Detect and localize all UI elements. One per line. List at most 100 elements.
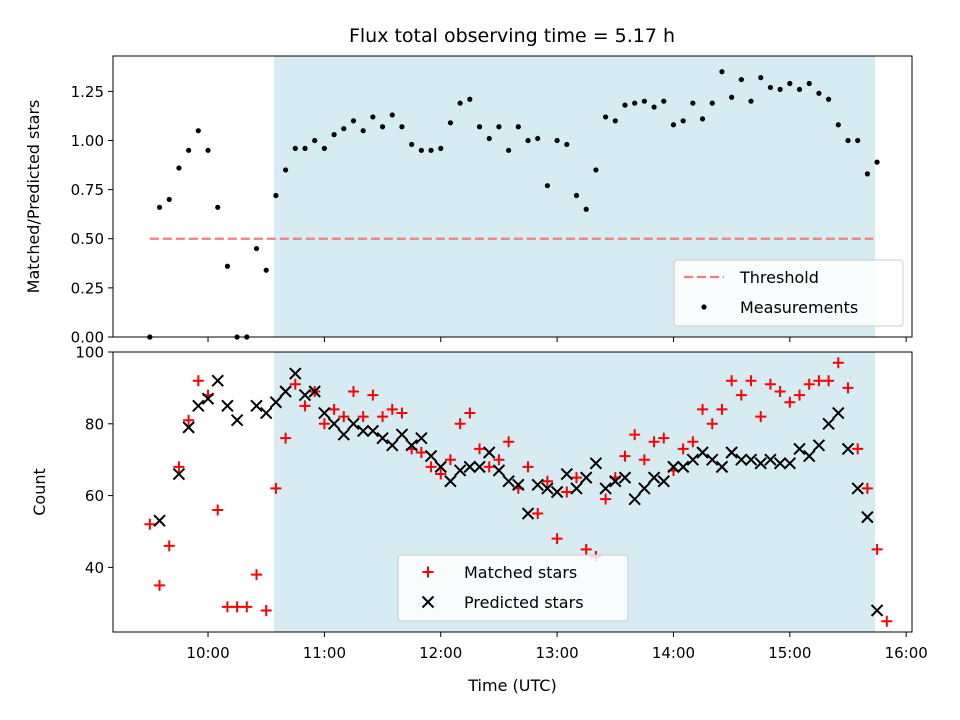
matched-point xyxy=(289,378,301,390)
matched-point xyxy=(774,385,786,397)
top-point xyxy=(350,118,357,124)
legend-entry-label: Threshold xyxy=(739,268,819,287)
x-tick-label: 15:00 xyxy=(768,644,811,662)
matched-point xyxy=(435,468,447,480)
matched-point xyxy=(454,418,466,430)
predicted-point xyxy=(725,446,738,459)
matched-point xyxy=(580,543,592,555)
matched-point xyxy=(794,389,806,401)
predicted-point xyxy=(841,442,855,456)
matched-point xyxy=(726,375,738,387)
top-point xyxy=(864,171,870,177)
top-point xyxy=(156,204,163,210)
matched-point xyxy=(367,389,379,401)
top-point xyxy=(806,80,812,87)
matched-point xyxy=(532,508,544,520)
x-tick-label: 14:00 xyxy=(652,644,695,662)
top-y-axis-label: Matched/Predicted stars xyxy=(24,100,43,294)
top-point xyxy=(535,135,541,142)
predicted-point xyxy=(822,417,835,431)
predicted-point xyxy=(560,467,574,481)
top-point xyxy=(816,90,822,96)
top-axes-frame xyxy=(112,55,913,338)
predicted-point xyxy=(541,482,554,495)
legend-matched-swatch xyxy=(422,566,434,578)
matched-point xyxy=(551,533,563,545)
top-point xyxy=(282,167,289,173)
predicted-point xyxy=(618,471,632,484)
top-panel: 0.00 0.25 0.50 0.75 1.00 1.25 Matched/Predicte… xyxy=(24,55,913,347)
top-point xyxy=(166,196,172,203)
predicted-point xyxy=(870,604,884,617)
predicted-point xyxy=(337,428,350,441)
top-point xyxy=(855,137,861,144)
matched-point xyxy=(192,375,204,387)
predicted-point xyxy=(415,431,428,445)
predicted-point xyxy=(793,442,806,456)
top-point xyxy=(379,124,386,130)
predicted-point xyxy=(347,417,360,431)
top-point xyxy=(457,100,463,106)
top-point xyxy=(661,98,667,104)
matched-point xyxy=(154,579,166,591)
top-point xyxy=(215,204,221,210)
predicted-point xyxy=(386,439,399,452)
predicted-point xyxy=(851,482,864,495)
predicted-point xyxy=(405,439,418,452)
matched-point xyxy=(522,461,534,473)
bottom-y-tick-label: 100 xyxy=(75,344,104,362)
predicted-point xyxy=(589,457,603,470)
matched-point xyxy=(861,482,873,494)
matched-point xyxy=(464,407,476,419)
matched-point xyxy=(377,411,389,423)
matched-point xyxy=(260,604,272,616)
predicted-point xyxy=(550,485,564,499)
top-point xyxy=(341,126,347,132)
matched-point xyxy=(871,543,883,555)
top-point xyxy=(583,206,589,212)
top-legend-box xyxy=(673,259,904,327)
predicted-point xyxy=(259,406,273,420)
predicted-point xyxy=(153,514,166,527)
matched-point xyxy=(280,432,292,444)
top-point xyxy=(389,112,395,118)
top-point xyxy=(224,263,231,269)
top-y-tick-label: 0.75 xyxy=(71,181,104,199)
predicted-point xyxy=(715,460,729,474)
predicted-point xyxy=(308,385,321,398)
predicted-point xyxy=(434,460,447,474)
predicted-point xyxy=(579,471,593,484)
matched-point xyxy=(842,382,854,394)
top-point xyxy=(670,122,677,128)
predicted-point xyxy=(773,457,787,470)
predicted-point xyxy=(735,453,748,466)
series-predicted-stars xyxy=(153,367,884,617)
matched-point xyxy=(241,601,253,613)
matched-point xyxy=(735,389,747,401)
top-point xyxy=(447,120,454,126)
matched-point xyxy=(231,601,243,613)
series-matched-stars xyxy=(144,357,893,627)
bottom-y-axis-label: Count xyxy=(30,468,49,516)
top-point xyxy=(496,124,502,130)
top-point xyxy=(845,137,851,144)
matched-point xyxy=(570,472,582,484)
top-point xyxy=(205,147,211,153)
top-point xyxy=(515,124,521,130)
top-point xyxy=(438,145,444,151)
top-y-tick-label: 1.25 xyxy=(71,83,104,101)
top-point xyxy=(835,122,841,128)
predicted-point xyxy=(395,428,409,441)
predicted-point xyxy=(754,457,767,470)
predicted-point xyxy=(453,464,467,477)
matched-point xyxy=(658,432,670,444)
matched-point xyxy=(493,454,505,466)
predicted-point xyxy=(609,475,622,488)
top-point xyxy=(709,100,715,106)
top-point xyxy=(467,96,473,102)
legend-entry-label: Matched stars xyxy=(464,563,577,582)
predicted-point xyxy=(376,431,389,445)
matched-point xyxy=(173,461,185,473)
top-y-tick-label: 0.50 xyxy=(71,230,104,248)
